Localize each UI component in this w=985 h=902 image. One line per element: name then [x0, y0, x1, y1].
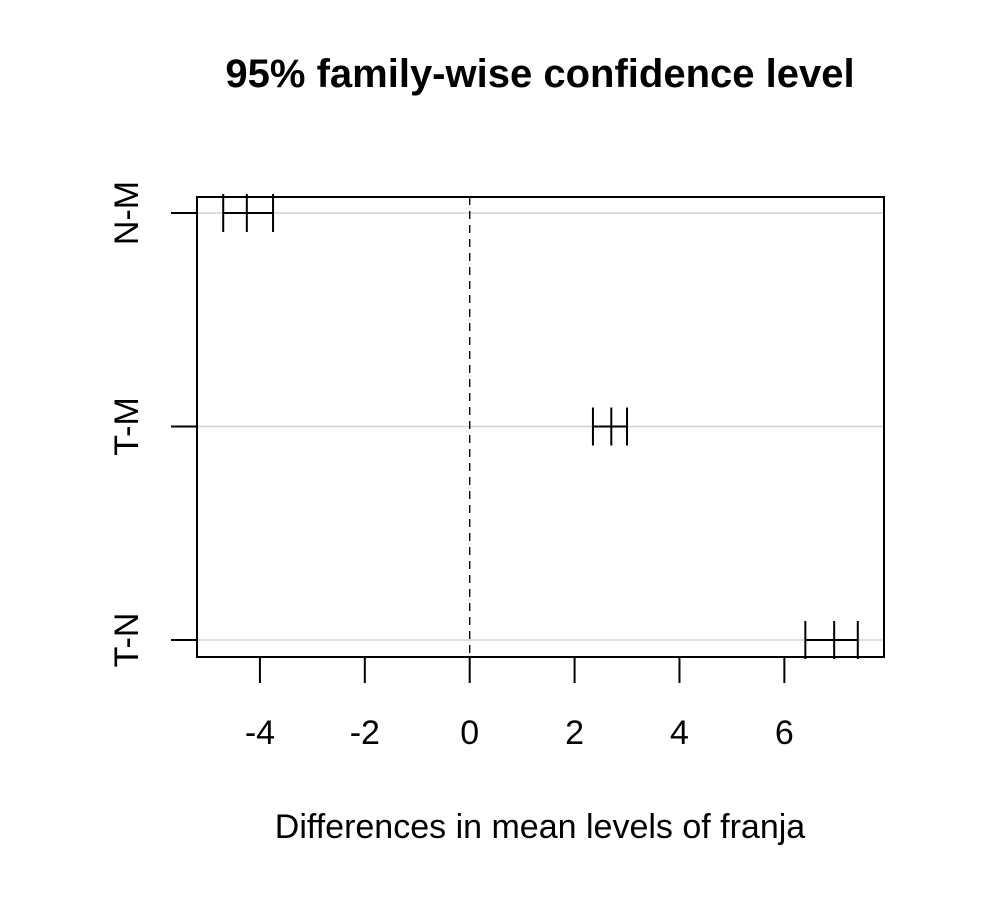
x-tick-label: 2 — [565, 714, 584, 752]
interval-t-m — [591, 407, 629, 446]
interval-t-n — [804, 621, 859, 659]
x-tick-label: 6 — [775, 714, 794, 752]
interval-n-m — [222, 194, 275, 232]
x-axis: -4 -2 0 2 4 6 — [245, 657, 794, 752]
x-tick-label: -2 — [350, 714, 380, 752]
grid-lines — [197, 212, 884, 641]
confidence-intervals — [222, 194, 859, 659]
y-axis: N-M T-M T-N — [108, 181, 197, 667]
x-tick-label: -4 — [245, 714, 275, 752]
y-tick-label: T-M — [108, 397, 146, 456]
x-tick-label: 0 — [460, 714, 479, 752]
y-tick-label: N-M — [108, 181, 146, 245]
x-tick-label: 4 — [670, 714, 689, 752]
y-tick-label: T-N — [108, 613, 146, 668]
x-axis-title: Differences in mean levels of franja — [275, 808, 806, 846]
chart-title: 95% family-wise confidence level — [225, 52, 854, 96]
